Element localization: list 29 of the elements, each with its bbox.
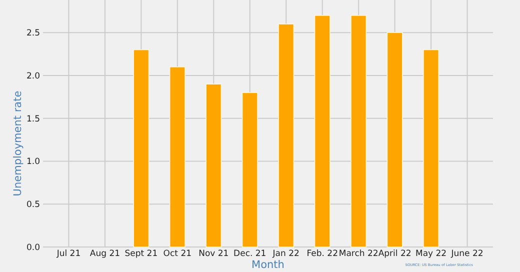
- y-axis-title: Unemployment rate: [12, 90, 24, 196]
- x-axis-title: Month: [252, 259, 284, 271]
- bar: [206, 84, 222, 248]
- x-tick-label: Oct 21: [163, 249, 192, 259]
- x-tick-label: Aug 21: [90, 249, 120, 259]
- bar: [350, 15, 367, 248]
- x-tick-label: June 22: [450, 249, 484, 259]
- x-tick-label: March 22: [338, 249, 378, 259]
- bar: [133, 49, 150, 248]
- x-tick-label: Sept 21: [124, 249, 158, 259]
- x-tick-label: May 22: [415, 249, 447, 259]
- x-tick-label: April 22: [378, 249, 412, 259]
- bar: [314, 15, 330, 248]
- x-tick-label: Dec. 21: [234, 249, 266, 259]
- y-tick-label: 0.0: [26, 242, 40, 253]
- bar: [169, 66, 186, 248]
- y-tick-label: 1.0: [26, 157, 40, 168]
- y-tick-label: 2.0: [26, 71, 40, 82]
- y-tick-label: 0.5: [26, 200, 40, 210]
- x-tick-label: Jan 22: [272, 249, 300, 259]
- bar: [386, 32, 403, 248]
- bar: [242, 92, 258, 248]
- x-tick-label: Feb. 22: [306, 249, 338, 259]
- x-tick-label: Nov 21: [198, 249, 229, 259]
- bar: [423, 49, 440, 248]
- x-tick-label: Jul 21: [56, 249, 81, 259]
- y-tick-label: 2.5: [26, 28, 40, 39]
- y-tick-label: 1.5: [26, 114, 40, 124]
- bar: [278, 24, 294, 248]
